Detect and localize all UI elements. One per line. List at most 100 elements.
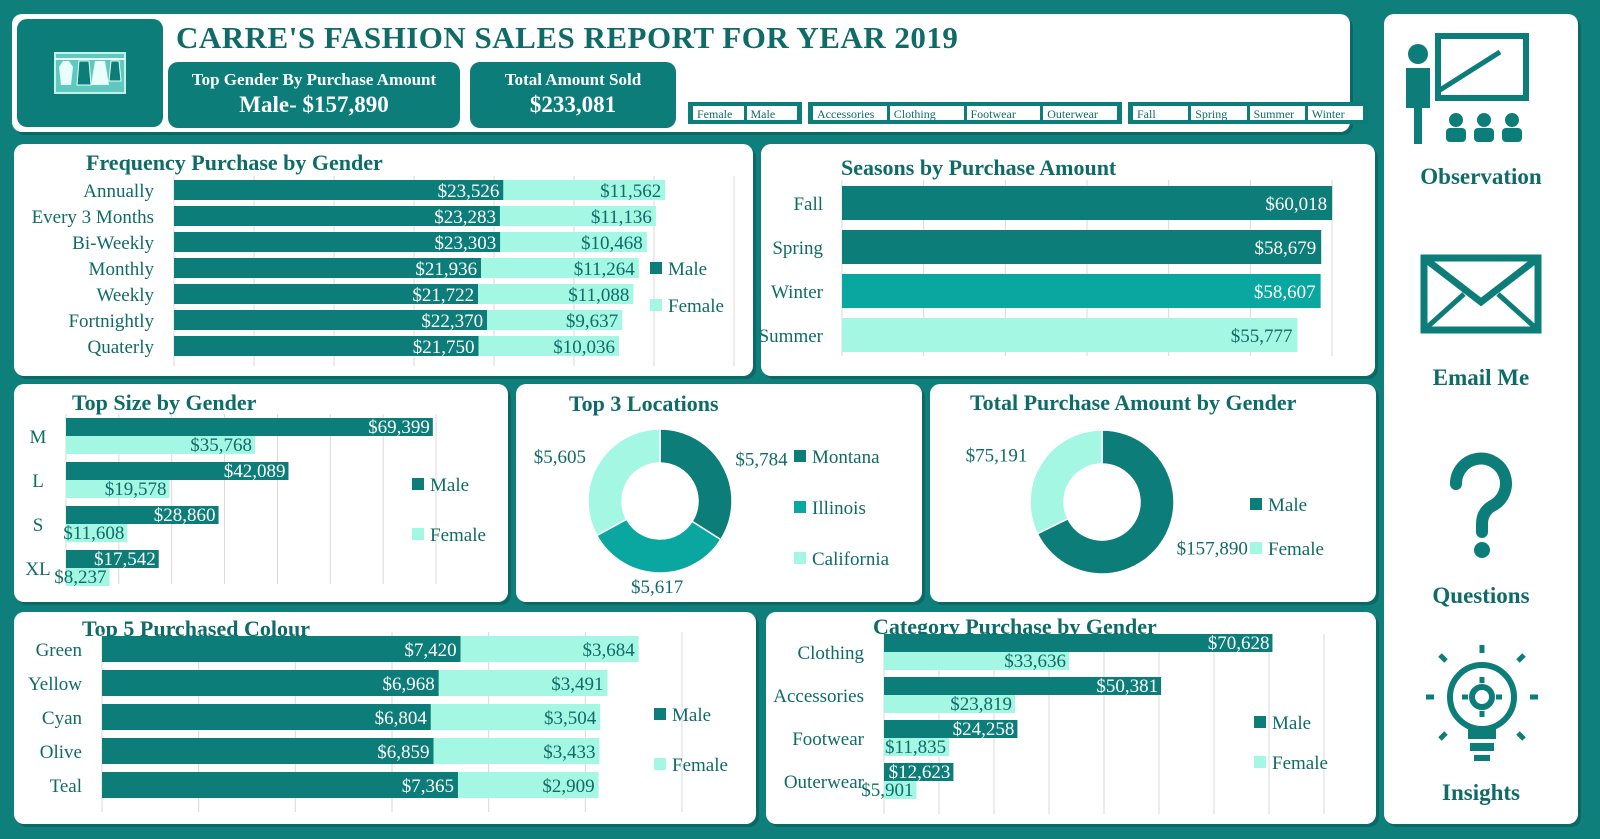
nav-email-label[interactable]: Email Me bbox=[1432, 365, 1530, 390]
locations-legend-swatch-0 bbox=[794, 450, 806, 462]
chart-size: M $69,399 $35,768 L $42,089 $19,578 S $28,860 $1… bbox=[25, 414, 486, 588]
freq-bar-female-1 bbox=[499, 206, 656, 226]
nav-insights[interactable] bbox=[1384, 645, 1578, 775]
colour-category-label-2: Cyan bbox=[42, 708, 83, 729]
size-data-label-male-0: $69,399 bbox=[368, 417, 430, 438]
category-data-label-male-0: $70,628 bbox=[1208, 633, 1270, 654]
category-category-label-2: Footwear bbox=[792, 729, 864, 750]
freq-category-label-1: Every 3 Months bbox=[32, 207, 154, 228]
category-bar-male-0 bbox=[884, 634, 1273, 652]
freq-category-label-6: Quaterly bbox=[88, 337, 155, 358]
nav-observation[interactable] bbox=[1384, 30, 1578, 200]
category-legend-label-1: Female bbox=[1272, 753, 1328, 774]
colour-data-label-male-1: $6,968 bbox=[383, 674, 435, 695]
seasons-category-label-2: Winter bbox=[771, 282, 824, 303]
freq-data-label-female-6: $10,036 bbox=[553, 337, 615, 358]
size-category-label-2: S bbox=[33, 515, 44, 536]
nav-observation-label[interactable]: Observation bbox=[1420, 164, 1542, 189]
category-legend-swatch-0 bbox=[1254, 716, 1266, 728]
freq-data-label-female-2: $10,468 bbox=[581, 233, 643, 254]
size-bar-male-3 bbox=[66, 550, 159, 568]
slicer-gender-female[interactable]: Female bbox=[693, 106, 744, 120]
size-data-label-female-0: $35,768 bbox=[190, 435, 252, 456]
category-legend-label-0: Male bbox=[1272, 713, 1311, 734]
freq-bar-female-4 bbox=[478, 284, 634, 304]
colour-legend-swatch-1 bbox=[654, 758, 666, 770]
nav-email[interactable] bbox=[1384, 250, 1578, 350]
colour-data-label-female-1: $3,491 bbox=[551, 674, 603, 695]
freq-data-label-male-1: $23,283 bbox=[434, 207, 496, 228]
freq-bar-male-6 bbox=[174, 336, 479, 356]
nav-questions-label[interactable]: Questions bbox=[1432, 583, 1530, 608]
clothes-rack-icon bbox=[54, 52, 126, 94]
seasons-data-label-3: $55,777 bbox=[1231, 326, 1293, 347]
slicer-category-outerwear[interactable]: Outerwear bbox=[1043, 106, 1117, 120]
slicer-gender[interactable]: Female Male bbox=[688, 102, 802, 124]
chart-locations: $5,784 $5,617 $5,605 Montana Illinois Califor… bbox=[534, 428, 890, 598]
size-data-label-male-2: $28,860 bbox=[154, 505, 216, 526]
size-bar-female-1 bbox=[66, 480, 170, 498]
gendertotal-legend-label-1: Female bbox=[1268, 539, 1324, 560]
slicer-category-footwear[interactable]: Footwear bbox=[966, 106, 1041, 120]
chart-title-frequency: Frequency Purchase by Gender bbox=[86, 150, 383, 175]
seasons-data-label-0: $60,018 bbox=[1265, 194, 1327, 215]
freq-data-label-female-5: $9,637 bbox=[566, 311, 618, 332]
locations-slice-2 bbox=[587, 428, 661, 537]
colour-bar-male-2 bbox=[102, 704, 431, 730]
freq-data-label-male-3: $21,936 bbox=[415, 259, 477, 280]
colour-bar-female-3 bbox=[433, 738, 600, 764]
colour-legend-label-0: Male bbox=[672, 705, 711, 726]
freq-data-label-male-5: $22,370 bbox=[421, 311, 483, 332]
slicer-category-accessories[interactable]: Accessories bbox=[813, 106, 887, 120]
chart-colour: Green $7,420 $3,684 Yellow $6,968 $3,491 Cyan $… bbox=[28, 632, 728, 812]
gendertotal-legend-swatch-1 bbox=[1250, 542, 1262, 554]
category-data-label-male-2: $24,258 bbox=[953, 719, 1015, 740]
seasons-bar-2 bbox=[842, 274, 1321, 308]
nav-insights-label[interactable]: Insights bbox=[1442, 780, 1520, 805]
category-bar-male-3 bbox=[884, 763, 954, 781]
seasons-category-label-3: Summer bbox=[761, 326, 824, 347]
colour-bar-male-1 bbox=[102, 670, 439, 696]
colour-data-label-male-3: $6,859 bbox=[377, 742, 429, 763]
category-category-label-3: Outerwear bbox=[784, 772, 865, 793]
kpi-top-gender-label: Top Gender By Purchase Amount bbox=[191, 70, 437, 89]
slicer-season-winter[interactable]: Winter bbox=[1307, 106, 1363, 120]
colour-bar-female-2 bbox=[430, 704, 601, 730]
colour-bar-female-1 bbox=[438, 670, 608, 696]
colour-bar-male-4 bbox=[102, 772, 458, 798]
kpi-total-sold-value: $233,081 bbox=[529, 92, 617, 117]
seasons-category-label-0: Fall bbox=[793, 194, 823, 215]
nav-questions[interactable] bbox=[1384, 450, 1578, 560]
gendertotal-slice-1 bbox=[1029, 429, 1103, 535]
freq-bar-female-0 bbox=[503, 180, 666, 200]
slicer-category[interactable]: Accessories Clothing Footwear Outerwear bbox=[808, 102, 1122, 124]
slicer-season-summer[interactable]: Summer bbox=[1249, 106, 1305, 120]
category-bar-female-0 bbox=[884, 652, 1069, 670]
size-bar-male-2 bbox=[66, 506, 219, 524]
seasons-bar-1 bbox=[842, 230, 1322, 264]
locations-slice-1 bbox=[595, 518, 722, 574]
locations-legend-label-1: Illinois bbox=[812, 498, 866, 519]
slicer-season-spring[interactable]: Spring bbox=[1191, 106, 1247, 120]
locations-data-label-2: $5,605 bbox=[534, 447, 586, 468]
freq-data-label-female-0: $11,562 bbox=[600, 181, 661, 202]
logo-tile bbox=[17, 19, 163, 127]
slicer-season-fall[interactable]: Fall bbox=[1133, 106, 1189, 120]
freq-bar-female-3 bbox=[481, 258, 639, 278]
slicer-season[interactable]: Fall Spring Summer Winter bbox=[1128, 102, 1368, 124]
size-bar-female-0 bbox=[66, 436, 256, 454]
freq-category-label-5: Fortnightly bbox=[68, 311, 154, 332]
size-bar-female-3 bbox=[66, 568, 110, 586]
slicer-gender-male[interactable]: Male bbox=[746, 106, 797, 120]
seasons-category-label-1: Spring bbox=[772, 238, 823, 259]
freq-data-label-male-0: $23,526 bbox=[438, 181, 500, 202]
category-data-label-female-0: $33,636 bbox=[1004, 651, 1066, 672]
colour-category-label-0: Green bbox=[36, 640, 83, 661]
category-data-label-female-1: $23,819 bbox=[950, 694, 1012, 715]
freq-legend-label-0: Male bbox=[668, 259, 707, 280]
gendertotal-slice-0 bbox=[1036, 429, 1175, 575]
colour-category-label-3: Olive bbox=[40, 742, 82, 763]
size-bar-male-1 bbox=[66, 462, 289, 480]
size-data-label-male-1: $42,089 bbox=[224, 461, 286, 482]
slicer-category-clothing[interactable]: Clothing bbox=[889, 106, 964, 120]
